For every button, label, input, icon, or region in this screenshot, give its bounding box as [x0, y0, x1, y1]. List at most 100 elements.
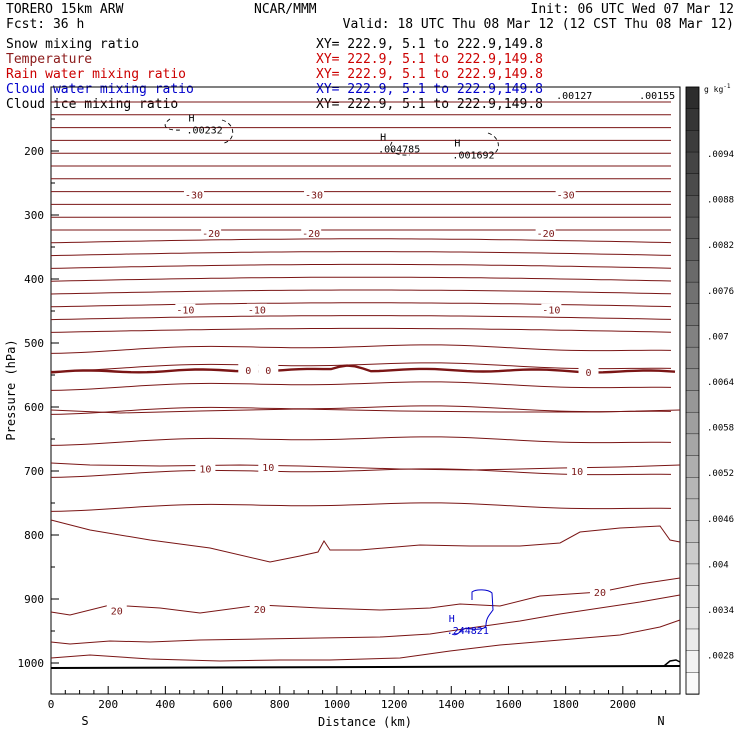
maximum-value: .244821 — [447, 626, 489, 637]
x-tick-label: 1000 — [324, 698, 351, 711]
axes: 0 200 400 600 800 1000 1200 1400 1600 1800 2000200… — [18, 118, 667, 711]
x-tick-label: 2000 — [610, 698, 637, 711]
cloud-water-contour-1 — [451, 589, 494, 636]
isotherm — [50, 502, 672, 512]
isotherm — [50, 251, 672, 257]
top-edge-value: .00155 — [639, 91, 675, 102]
snow-contour-1 — [164, 118, 234, 144]
isotherm — [50, 362, 672, 372]
isotherm-label-bg — [238, 363, 259, 375]
x-tick-label: 800 — [270, 698, 290, 711]
isotherm-label-bg — [258, 461, 279, 473]
colorbar-segment — [685, 151, 700, 175]
colorbar-label: .0094 — [707, 150, 734, 160]
isotherm — [50, 405, 672, 415]
isotherm-label: 0 — [585, 368, 591, 379]
isotherm-label: -10 — [542, 306, 560, 317]
x-tick-label: 1200 — [381, 698, 408, 711]
isotherm-label-bg — [304, 188, 325, 200]
isotherm-label: 20 — [594, 588, 606, 599]
isotherm-label: 20 — [254, 605, 266, 616]
colorbar-label: .0046 — [707, 515, 734, 525]
colorbar-unit: g kg-1 — [704, 83, 731, 94]
colorbar-unit-text: g kg — [704, 85, 723, 94]
isotherm-label: -30 — [557, 191, 575, 202]
colorbar-label: .007 — [707, 332, 729, 342]
isotherm-label: 10 — [262, 463, 274, 474]
colorbar-label: .0064 — [707, 378, 734, 388]
maximum-value: .004785 — [378, 145, 420, 156]
colorbar-label: .0076 — [707, 287, 734, 297]
colorbar-label: .0052 — [707, 469, 734, 479]
isotherm-label: -10 — [248, 306, 266, 317]
colorbar-unit-exp: -1 — [723, 83, 731, 90]
colorbar-segment — [685, 411, 700, 435]
isotherm — [50, 315, 672, 321]
colorbar-segment — [685, 195, 700, 218]
forecast-hour: Fcst: 36 h — [6, 17, 84, 32]
isotherm — [50, 408, 681, 414]
isotherm — [50, 289, 672, 295]
isotherm-label-bg — [555, 188, 576, 200]
isotherm — [50, 577, 681, 616]
field-xy-cloud-water: XY= 222.9, 5.1 to 222.9,149.8 — [316, 82, 543, 97]
colorbar-segment — [685, 238, 700, 262]
x-tick-label: 400 — [155, 698, 175, 711]
isotherm-label: 10 — [199, 464, 211, 475]
maximum-marker: H — [454, 138, 460, 149]
isotherm-label: 0 — [265, 366, 271, 377]
x-tick-label: 1600 — [495, 698, 522, 711]
isotherm-label: -10 — [176, 306, 194, 317]
colorbar-segment — [685, 346, 700, 370]
colorbar-segment — [685, 650, 700, 674]
header: TORERO 15km ARW NCAR/MMM Init: 06 UTC We… — [6, 2, 734, 32]
x-tick-label: 1800 — [552, 698, 579, 711]
colorbar-segment — [685, 130, 700, 153]
isotherm-label: 0 — [245, 366, 251, 377]
maximum-marker: H — [380, 133, 386, 144]
colorbar: .0094 .0088 .0082 .0076 .007 .0064 .0058 .0052.… — [685, 86, 734, 695]
colorbar-segment — [685, 216, 700, 240]
isotherm — [50, 381, 672, 391]
isotherm-label: 10 — [571, 467, 583, 478]
colorbar-segment — [685, 173, 700, 197]
isotherm — [50, 263, 672, 269]
maximum-marker: H — [449, 614, 455, 625]
isotherm-label-bg — [589, 585, 610, 597]
colorbar-segment — [685, 325, 700, 348]
cloud-water-contours — [451, 589, 494, 636]
y-tick-label: 400 — [24, 273, 44, 286]
isotherm-label-bg — [195, 462, 216, 474]
isotherm-label: -20 — [302, 229, 320, 240]
isotherm-zero — [50, 364, 676, 374]
isotherm — [50, 519, 681, 563]
colorbar-segment — [685, 563, 700, 587]
plot-frame — [50, 86, 681, 695]
init-time: Init: 06 UTC Wed 07 Mar 12 — [531, 2, 735, 17]
y-tick-label: 900 — [24, 593, 44, 606]
colorbar-segment — [685, 520, 700, 543]
colorbar-segment — [685, 672, 700, 695]
isotherm — [50, 238, 672, 244]
isotherm-label: -30 — [185, 191, 203, 202]
colorbar-segment — [685, 607, 700, 630]
maximum-value: .001692 — [452, 150, 494, 161]
field-xy-temperature: XY= 222.9, 5.1 to 222.9,149.8 — [316, 52, 543, 67]
colorbar-label: .0034 — [707, 606, 734, 616]
field-name-rain: Rain water mixing ratio — [6, 67, 186, 82]
center-title: NCAR/MMM — [254, 2, 317, 17]
model-title: TORERO 15km ARW — [6, 2, 124, 17]
isotherm — [50, 619, 681, 662]
x-tick-label: 200 — [98, 698, 118, 711]
terrain-line — [50, 665, 681, 669]
isotherm-label-bg — [201, 226, 222, 238]
colorbar-segment — [685, 628, 700, 652]
field-name-snow: Snow mixing ratio — [6, 37, 139, 52]
x-tick-label: 0 — [48, 698, 55, 711]
isotherm-label-bg — [578, 365, 599, 377]
colorbar-label: .0088 — [707, 196, 734, 206]
isotherm-label: -20 — [537, 229, 555, 240]
isotherm-label-bg — [535, 226, 556, 238]
maximum-value: .00232 — [187, 125, 223, 136]
